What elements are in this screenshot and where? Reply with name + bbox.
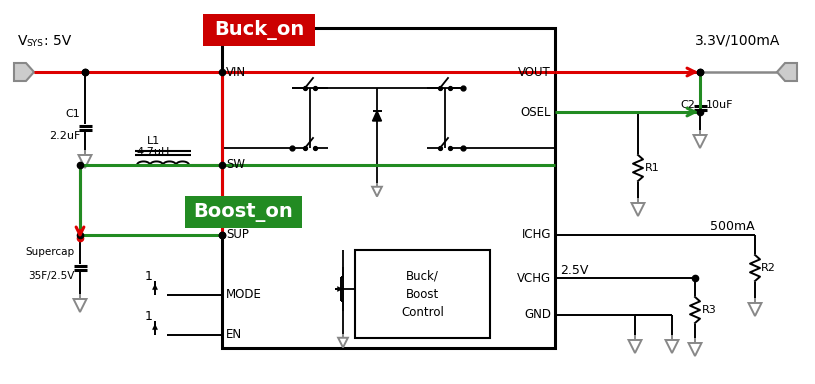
Text: SYS: SYS [26,39,43,48]
Bar [222,28,555,348]
Bar [355,250,490,338]
FancyBboxPatch shape [185,196,302,228]
Text: : 5V: : 5V [44,34,71,48]
Text: OSEL: OSEL [521,106,551,119]
Text: SW: SW [226,159,245,172]
FancyBboxPatch shape [203,14,315,46]
Text: Boost_on: Boost_on [194,202,293,222]
Text: R3: R3 [702,305,716,315]
Text: R1: R1 [645,163,660,173]
Text: GND: GND [524,308,551,321]
Polygon shape [14,63,34,81]
Text: 2.2uF: 2.2uF [49,131,80,141]
Text: SUP: SUP [226,228,249,242]
Text: 4.7uH: 4.7uH [136,147,170,157]
Text: Buck_on: Buck_on [214,20,304,40]
Polygon shape [777,63,797,81]
Text: 500mA: 500mA [710,220,755,233]
Text: C1: C1 [65,109,80,119]
Text: 3.3V/100mA: 3.3V/100mA [695,34,781,48]
Text: ICHG: ICHG [522,228,551,242]
Text: 1: 1 [145,310,153,323]
Text: V: V [18,34,28,48]
Text: VOUT: VOUT [518,66,551,78]
Polygon shape [372,111,381,121]
Text: Supercap: Supercap [26,247,75,257]
Text: R2: R2 [761,263,776,273]
Text: VCHG: VCHG [517,271,551,285]
Text: C2: C2 [681,100,695,110]
Text: Buck/
Boost
Control: Buck/ Boost Control [401,270,444,318]
Text: MODE: MODE [226,288,262,301]
Text: VIN: VIN [226,66,246,78]
Text: 2.5V: 2.5V [560,263,588,276]
Text: 10uF: 10uF [706,100,734,110]
Text: EN: EN [226,328,242,341]
Text: 35F/2.5V: 35F/2.5V [29,271,75,281]
Text: 1: 1 [145,270,153,283]
Text: L1: L1 [147,136,160,146]
